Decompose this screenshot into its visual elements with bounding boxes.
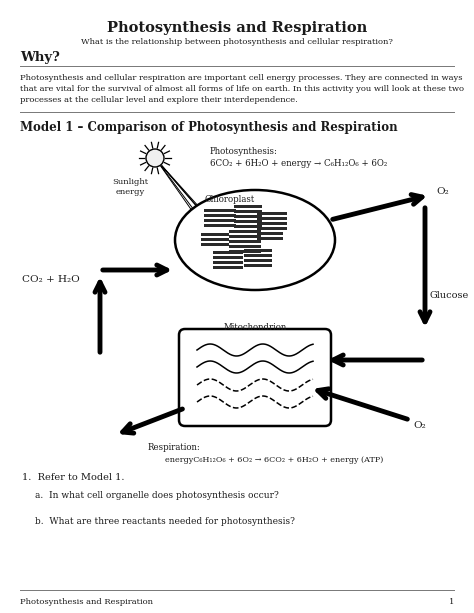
Ellipse shape [175, 190, 335, 290]
Text: CO₂ + H₂O: CO₂ + H₂O [22, 275, 80, 284]
Bar [213, 261, 243, 264]
Bar [229, 235, 261, 238]
FancyBboxPatch shape [179, 329, 331, 426]
Text: processes at the cellular level and explore their interdependence.: processes at the cellular level and expl… [20, 96, 298, 104]
Bar [234, 210, 262, 213]
Text: Photosynthesis and Respiration: Photosynthesis and Respiration [107, 21, 367, 35]
Bar [201, 232, 229, 236]
Text: Sunlight
energy: Sunlight energy [112, 178, 148, 196]
Bar [257, 211, 287, 215]
Text: that are vital for the survival of almost all forms of life on earth. In this ac: that are vital for the survival of almos… [20, 85, 464, 93]
Bar [234, 205, 262, 208]
Bar [234, 215, 262, 218]
Text: Mitochondrion: Mitochondrion [223, 322, 287, 332]
Text: 1.  Refer to Model 1.: 1. Refer to Model 1. [22, 473, 125, 482]
Bar [257, 226, 287, 230]
Text: a.  In what cell organelle does photosynthesis occur?: a. In what cell organelle does photosynt… [35, 490, 279, 500]
Text: Photosynthesis and cellular respiration are important cell energy processes. The: Photosynthesis and cellular respiration … [20, 74, 463, 82]
Text: O₂: O₂ [436, 186, 449, 196]
Bar [201, 237, 229, 241]
Bar [257, 232, 283, 235]
Bar [234, 219, 262, 223]
Bar [229, 229, 261, 233]
Text: 6CO₂ + 6H₂O + energy → C₆H₁₂O₆ + 6O₂: 6CO₂ + 6H₂O + energy → C₆H₁₂O₆ + 6O₂ [210, 159, 387, 167]
Bar [244, 264, 272, 267]
Bar [244, 259, 272, 262]
Text: Why?: Why? [20, 51, 60, 64]
Text: Chloroplast: Chloroplast [205, 196, 255, 205]
Text: Photosynthesis and Respiration: Photosynthesis and Respiration [20, 598, 153, 606]
Text: Model 1 – Comparison of Photosynthesis and Respiration: Model 1 – Comparison of Photosynthesis a… [20, 121, 398, 134]
Bar [229, 240, 261, 243]
Text: 1: 1 [448, 598, 454, 606]
Bar [244, 248, 272, 252]
Bar [201, 243, 229, 246]
Text: Respiration:: Respiration: [148, 443, 201, 452]
Text: energyC₆H₁₂O₆ + 6O₂ → 6CO₂ + 6H₂O + energy (ATP): energyC₆H₁₂O₆ + 6O₂ → 6CO₂ + 6H₂O + ener… [165, 456, 383, 464]
Bar [229, 245, 261, 248]
Bar [257, 221, 287, 225]
Bar [257, 216, 287, 220]
Bar [229, 249, 261, 253]
Bar [213, 256, 243, 259]
Bar [257, 237, 283, 240]
Bar [204, 208, 236, 212]
Bar [204, 213, 236, 217]
Bar [204, 218, 236, 222]
Bar [213, 265, 243, 269]
Text: Photosynthesis:: Photosynthesis: [210, 148, 278, 156]
Bar [213, 251, 243, 254]
Bar [244, 254, 272, 257]
Bar [234, 224, 262, 228]
Text: O₂: O₂ [413, 421, 426, 430]
Circle shape [146, 149, 164, 167]
Text: b.  What are three reactants needed for photosynthesis?: b. What are three reactants needed for p… [35, 517, 295, 527]
Text: Glucose: Glucose [430, 291, 469, 300]
Bar [204, 224, 236, 227]
Text: What is the relationship between photosynthesis and cellular respiration?: What is the relationship between photosy… [81, 38, 393, 46]
Bar [257, 226, 283, 230]
